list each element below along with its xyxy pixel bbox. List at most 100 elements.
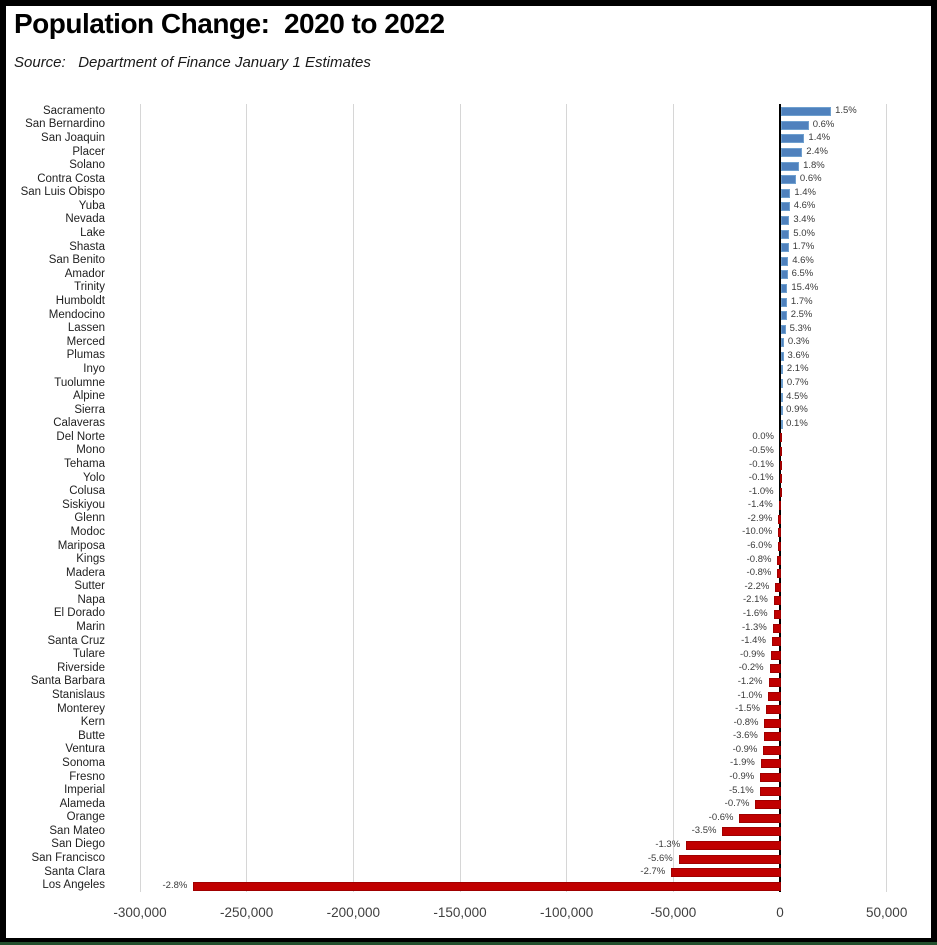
bar: [779, 487, 782, 497]
x-tick-label: -50,000: [650, 905, 697, 920]
x-tick-label: -100,000: [540, 905, 594, 920]
county-label: Lassen: [67, 322, 105, 335]
pct-data-label: -1.4%: [741, 635, 766, 647]
bar: [769, 664, 782, 674]
county-label: Nevada: [65, 213, 105, 226]
bar: [777, 542, 782, 552]
county-label: Napa: [77, 593, 106, 606]
bar: [778, 501, 781, 511]
pct-data-label: -1.9%: [730, 757, 755, 769]
county-label: Tulare: [72, 648, 105, 661]
bar: [760, 773, 782, 783]
pct-data-label: -5.6%: [647, 852, 673, 864]
county-label: Monterey: [57, 702, 105, 715]
bar: [781, 311, 787, 321]
county-label: Sutter: [74, 580, 105, 593]
county-label: Santa Barbara: [30, 675, 105, 688]
county-label: Mariposa: [57, 539, 105, 552]
county-label: Alameda: [59, 797, 105, 810]
bar: [779, 433, 782, 443]
county-label: San Francisco: [31, 852, 105, 865]
pct-data-label: -1.2%: [737, 675, 763, 687]
pct-data-label: 5.3%: [789, 322, 812, 334]
county-label: Solano: [69, 159, 105, 172]
pct-data-label: -0.9%: [729, 771, 755, 783]
bar: [779, 446, 782, 456]
county-label: Merced: [66, 335, 105, 348]
county-label: Humboldt: [55, 294, 105, 307]
pct-data-label: -0.6%: [708, 811, 734, 823]
pct-data-label: 0.1%: [786, 417, 808, 429]
x-tick-label: -300,000: [113, 905, 167, 920]
bar: [760, 759, 781, 769]
bar: [781, 107, 832, 117]
bar: [768, 677, 782, 687]
pct-data-label: 1.4%: [808, 132, 831, 144]
pct-data-label: -0.5%: [749, 444, 774, 456]
pct-data-label: 1.8%: [803, 159, 825, 171]
x-tick-label: -150,000: [433, 905, 487, 920]
county-label: Contra Costa: [37, 172, 105, 185]
bar: [763, 745, 782, 755]
bar: [779, 460, 782, 470]
county-label: Trinity: [74, 281, 105, 294]
bar: [770, 650, 782, 660]
bar: [773, 609, 782, 619]
county-label: San Mateo: [49, 824, 105, 837]
pct-data-label: -1.4%: [747, 499, 773, 511]
county-label: Riverside: [57, 661, 105, 674]
bar: [781, 365, 784, 375]
pct-data-label: 3.6%: [787, 349, 810, 361]
pct-data-label: -0.1%: [748, 472, 774, 484]
pct-data-label: 0.6%: [799, 173, 822, 185]
pct-data-label: -2.7%: [640, 866, 666, 878]
county-label: Yuba: [78, 199, 105, 212]
county-label: San Bernardino: [25, 118, 105, 131]
pct-data-label: 4.5%: [786, 390, 808, 402]
bar: [781, 324, 786, 334]
county-label: Glenn: [74, 512, 105, 525]
bar: [781, 175, 796, 185]
bar: [775, 582, 782, 592]
pct-data-label: -0.7%: [724, 798, 750, 810]
county-label: Sierra: [74, 403, 105, 416]
county-label: Colusa: [69, 485, 105, 498]
pct-data-label: -2.1%: [743, 594, 768, 606]
county-label: Amador: [64, 267, 105, 280]
bar: [755, 800, 782, 810]
bar: [781, 202, 790, 212]
county-label: Marin: [76, 621, 105, 634]
pct-data-label: -0.8%: [746, 567, 772, 579]
county-label: San Joaquin: [41, 131, 105, 144]
bar: [772, 623, 782, 633]
county-label: Santa Clara: [44, 865, 105, 878]
pct-data-label: 0.3%: [787, 336, 810, 348]
pct-data-label: -0.2%: [738, 662, 764, 674]
bar: [778, 528, 782, 538]
bar: [781, 419, 784, 429]
pct-data-label: 0.7%: [786, 377, 809, 389]
bar: [768, 691, 781, 701]
gridline: [246, 104, 248, 892]
pct-data-label: -10.0%: [742, 526, 773, 538]
pct-data-label: -1.0%: [748, 485, 774, 497]
bar: [781, 134, 805, 144]
county-label: Placer: [72, 145, 105, 158]
bar: [759, 786, 782, 796]
bar: [781, 270, 788, 280]
county-label: Modoc: [70, 525, 105, 538]
pct-data-label: 1.7%: [790, 295, 813, 307]
x-tick-label: 0: [776, 905, 784, 920]
pct-data-label: -0.8%: [733, 716, 759, 728]
pct-data-label: -0.9%: [732, 743, 758, 755]
bar: [781, 338, 784, 348]
pct-data-label: -2.8%: [162, 879, 188, 891]
county-label: Sacramento: [42, 104, 105, 117]
bar: [781, 406, 784, 416]
bar: [722, 827, 782, 837]
bar: [764, 718, 782, 728]
pct-data-label: 4.6%: [792, 254, 814, 266]
bar: [781, 215, 790, 225]
bar: [763, 732, 782, 742]
pct-data-label: -0.9%: [740, 648, 765, 660]
